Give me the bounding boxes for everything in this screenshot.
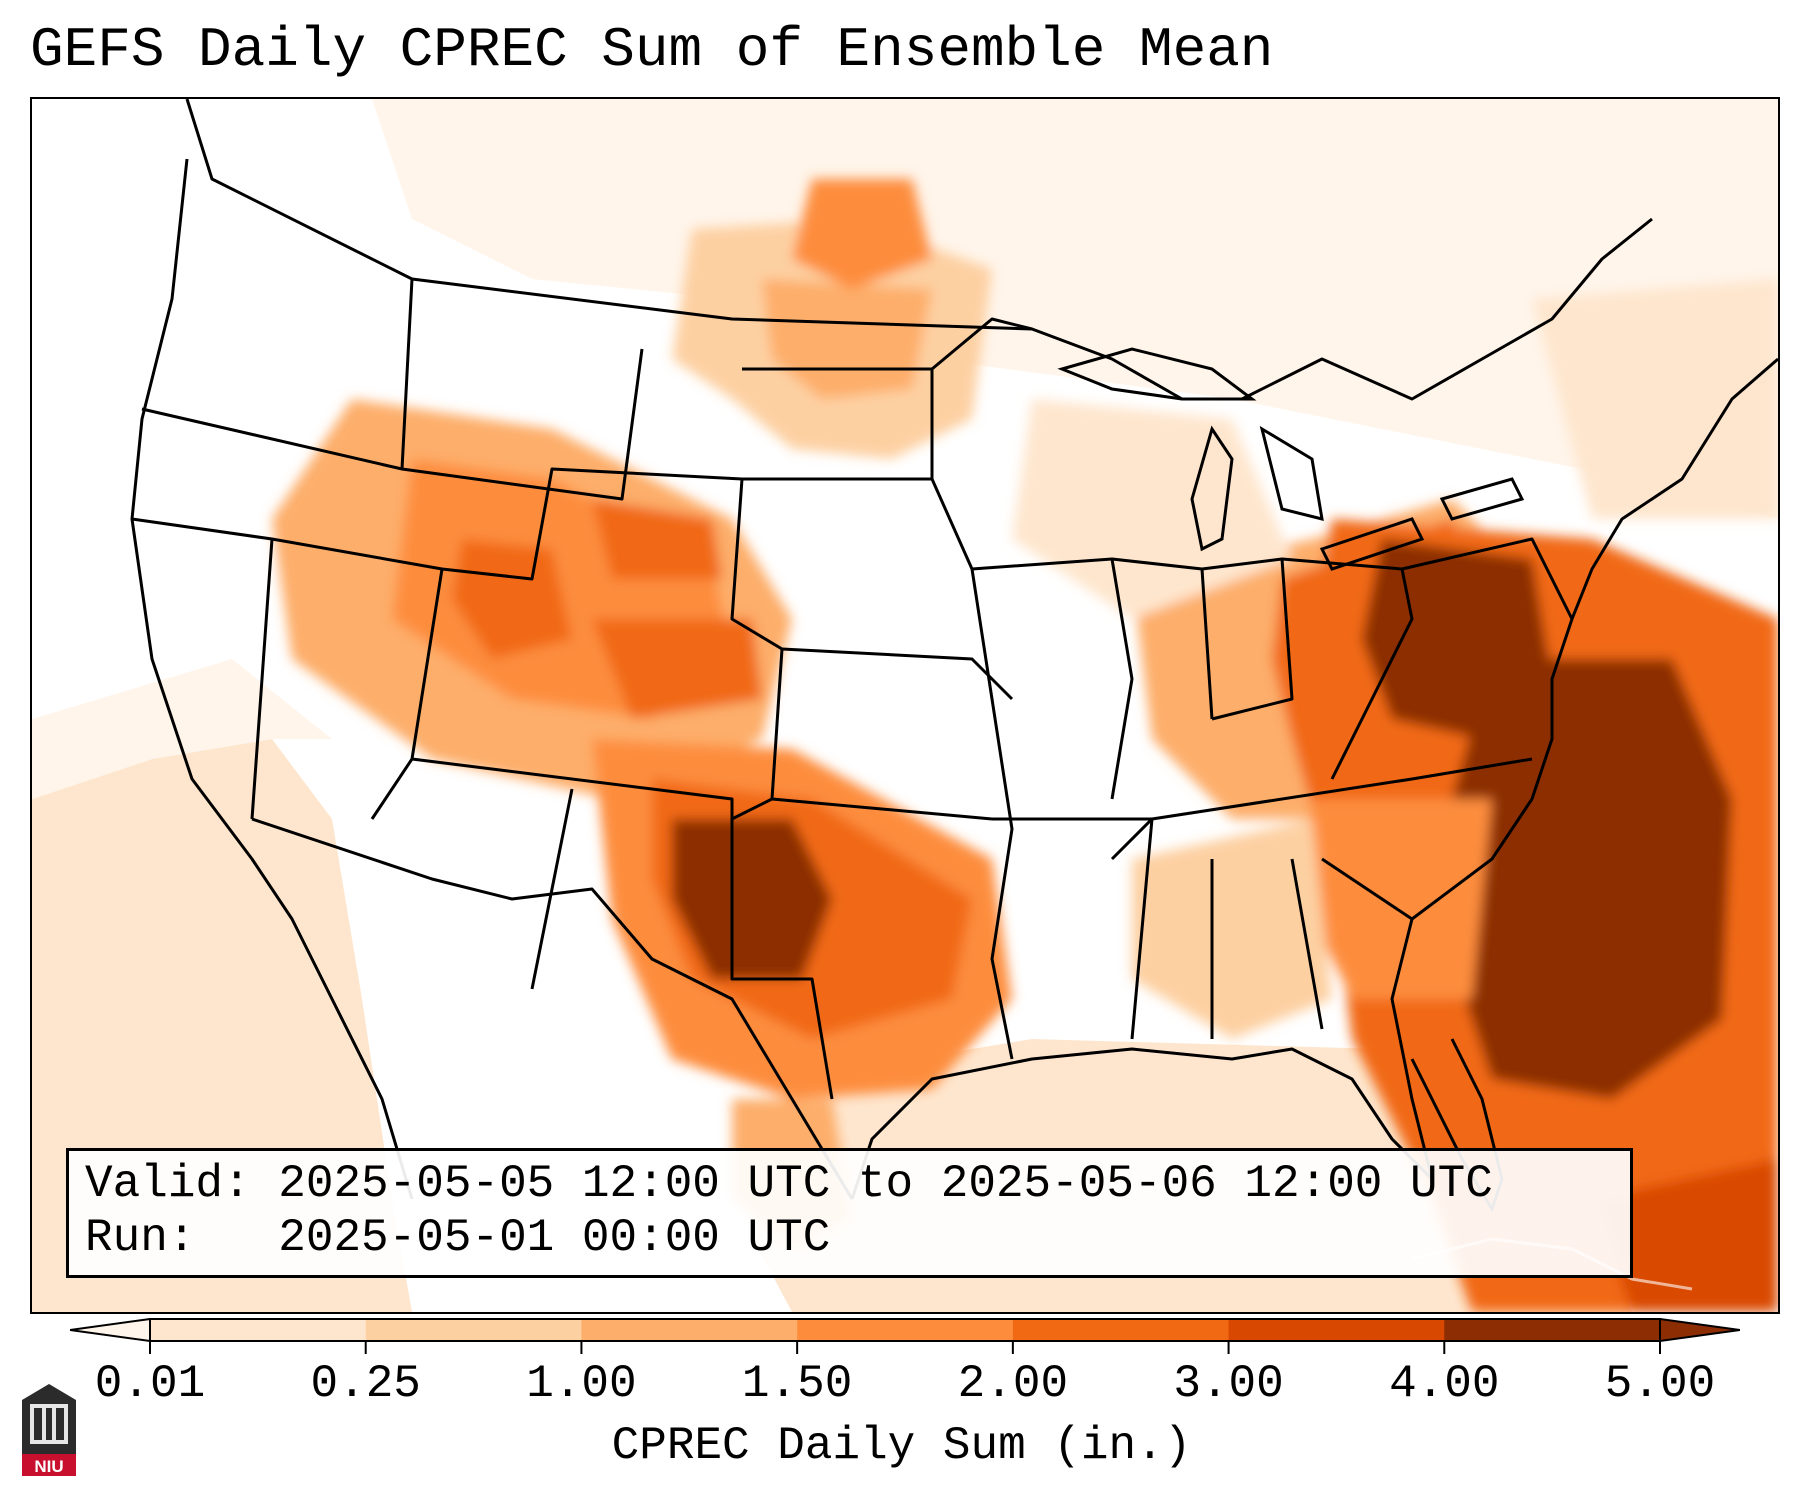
valid-time-line: Valid: 2025-05-05 12:00 UTC to 2025-05-0…	[85, 1158, 1493, 1210]
west-coast	[130, 158, 414, 1200]
colorbar-tick-label: 0.25	[310, 1358, 421, 1410]
state-line	[1290, 858, 1324, 1030]
colorbar-tick-label: 2.00	[957, 1358, 1069, 1410]
precipitation-map	[30, 97, 1780, 1314]
colorbar-segment	[1012, 1319, 1230, 1341]
precip-texas-panhandle-core	[672, 819, 832, 979]
precip-northeast	[1532, 279, 1778, 519]
colorbar-tick-label: 5.00	[1604, 1358, 1716, 1410]
colorbar-segment	[1444, 1319, 1661, 1341]
state-line	[1201, 557, 1294, 721]
precip-wyoming-core	[592, 499, 722, 579]
colorbar-segment	[1228, 1319, 1445, 1341]
state-line	[1110, 817, 1154, 1040]
colorbar-segment	[365, 1319, 582, 1341]
state-line	[411, 757, 834, 1100]
state-line	[992, 757, 1533, 821]
state-line	[1281, 557, 1414, 780]
colorbar-segment	[581, 1319, 798, 1341]
precip-colorado-core	[592, 619, 762, 719]
precip-atlantic-core	[1452, 659, 1732, 1099]
colorbar-tick-label: 1.50	[741, 1358, 853, 1410]
precip-southeast	[1302, 799, 1492, 999]
great-lakes	[1057, 347, 1525, 571]
east-coast	[1390, 357, 1778, 1180]
colorbar-min-extension	[70, 1318, 151, 1343]
state-line	[401, 348, 644, 501]
state-line	[931, 317, 1033, 371]
colorbar-tick-label: 4.00	[1389, 1358, 1500, 1410]
lake-huron	[1259, 425, 1324, 522]
precip-southeast-light	[1132, 819, 1332, 1039]
colorbar-label: CPREC Daily Sum (in.)	[611, 1420, 1192, 1472]
precip-midwest-light	[1012, 399, 1292, 619]
run-time-line: Run: 2025-05-01 00:00 UTC	[85, 1212, 831, 1264]
us-mexico-border	[251, 817, 854, 1200]
precip-caribbean	[1592, 1159, 1778, 1312]
precip-north-dakota	[792, 179, 932, 289]
niu-logo: NIU	[22, 1384, 76, 1476]
state-line	[971, 557, 1134, 800]
colorbar-max-extension	[1659, 1318, 1740, 1343]
gulf-coast	[850, 1047, 1434, 1200]
state-line	[781, 647, 1014, 701]
lake-erie	[1319, 517, 1425, 571]
pacific-shade-light	[32, 659, 332, 799]
colorbar-outline	[149, 1318, 1661, 1342]
state-line	[271, 537, 444, 820]
colorbar-tick-label: 1.00	[526, 1358, 637, 1410]
colorbar-segment	[797, 1319, 1014, 1341]
colorbar-segment	[150, 1319, 367, 1341]
logo-text: NIU	[34, 1457, 63, 1476]
map-title: GEFS Daily CPREC Sum of Ensemble Mean	[30, 18, 1274, 82]
state-line	[441, 467, 784, 821]
state-line	[1321, 857, 1413, 921]
precip-utah-core	[452, 539, 572, 659]
lake-superior	[1057, 347, 1257, 401]
colorbar-tick-label: 0.01	[94, 1358, 206, 1410]
state-line	[1401, 537, 1574, 620]
colorbar	[70, 1318, 1740, 1354]
state-line	[771, 797, 993, 821]
lake-michigan	[1190, 425, 1234, 552]
validity-info-box: Valid: 2025-05-05 12:00 UTC to 2025-05-0…	[66, 1148, 1633, 1278]
state-line	[530, 788, 574, 990]
colorbar-tick-label: 3.00	[1173, 1358, 1284, 1410]
north-shade	[372, 99, 1778, 519]
lake-ontario	[1439, 477, 1525, 521]
